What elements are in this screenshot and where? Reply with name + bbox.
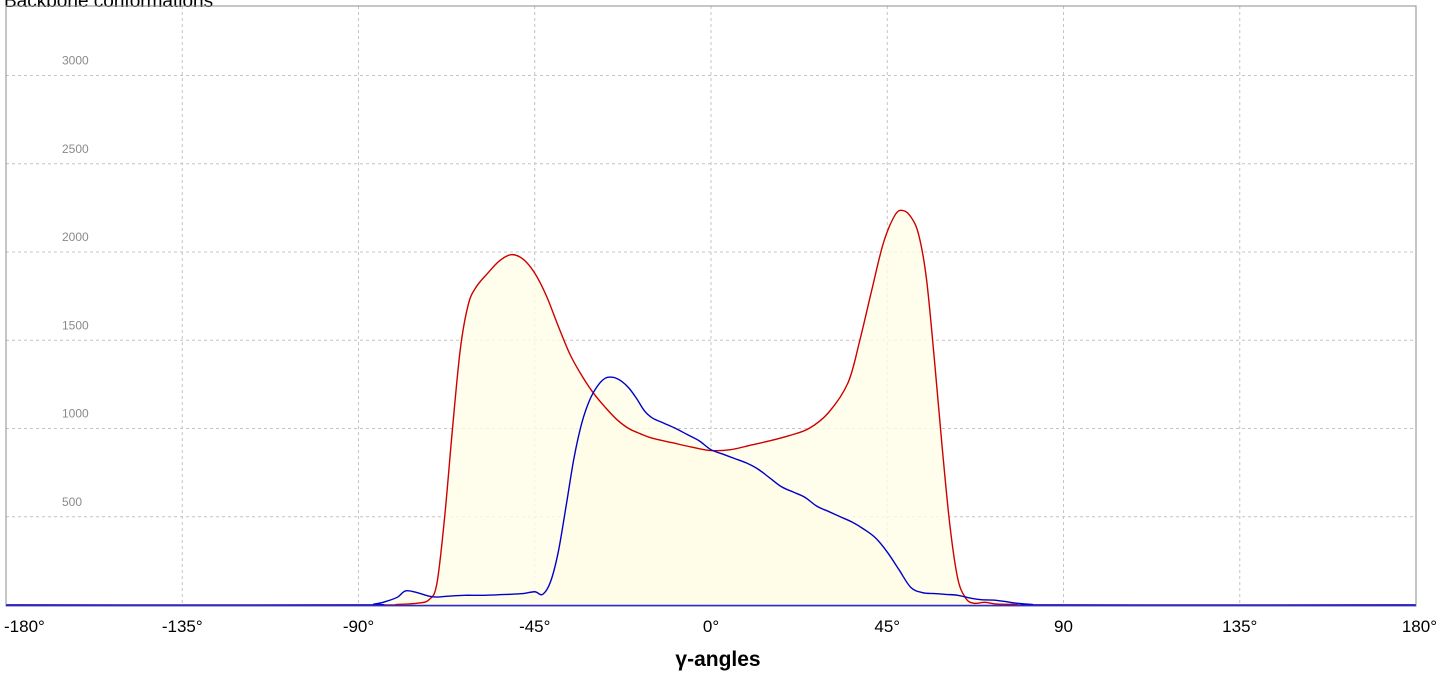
series-lines: [5, 209, 1417, 606]
series-2-line: [5, 376, 1417, 606]
y-tick-label: 2500: [62, 142, 89, 156]
x-tick-label: 0°: [703, 617, 719, 636]
x-tick-label: 45°: [874, 617, 900, 636]
series-area-fills: [6, 210, 1416, 606]
x-tick-label: -180°: [4, 617, 45, 636]
x-tick-label: -45°: [519, 617, 550, 636]
y-tick-label: 3000: [62, 54, 89, 68]
x-tick-label: -135°: [162, 617, 203, 636]
y-tick-label: 2000: [62, 230, 89, 244]
series-1-line: [5, 209, 1417, 606]
x-tick-label: 90: [1054, 617, 1073, 636]
y-tick-labels: 500 1000 1500 2000 2500 3000: [62, 54, 89, 509]
y-tick-label: 1500: [62, 318, 89, 332]
x-tick-label: 180°: [1402, 617, 1437, 636]
x-axis-label: γ-angles: [675, 648, 760, 671]
plot-frame: [5, 5, 1417, 607]
series-2-area: [6, 377, 1416, 606]
y-tick-label: 500: [62, 495, 82, 509]
x-tick-label: -90°: [343, 617, 374, 636]
x-tick-labels: -180° -135° -90° -45° 0° 45° 90 135° 180°: [4, 617, 1437, 636]
x-tick-label: 135°: [1222, 617, 1257, 636]
y-tick-label: 1000: [62, 407, 89, 421]
